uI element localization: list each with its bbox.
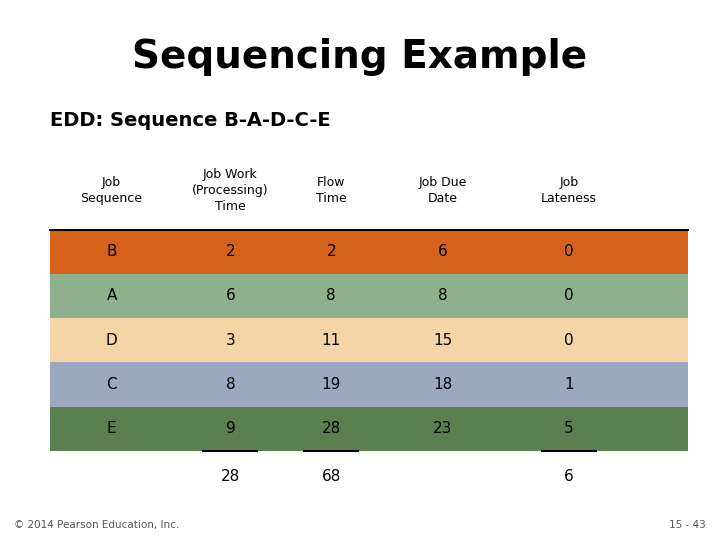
Text: Sequencing Example: Sequencing Example xyxy=(132,38,588,76)
Text: 28: 28 xyxy=(221,469,240,484)
Bar xyxy=(50,230,688,274)
Text: 28: 28 xyxy=(322,421,341,436)
Text: 23: 23 xyxy=(433,421,452,436)
Bar xyxy=(50,362,688,407)
Text: C: C xyxy=(107,377,117,392)
Text: Job
Sequence: Job Sequence xyxy=(81,176,143,205)
Text: EDD: Sequence B-A-D-C-E: EDD: Sequence B-A-D-C-E xyxy=(50,111,331,130)
Text: E: E xyxy=(107,421,117,436)
Text: 8: 8 xyxy=(438,288,448,303)
Text: Flow
Time: Flow Time xyxy=(316,176,346,205)
Text: D: D xyxy=(106,333,117,348)
Text: 6: 6 xyxy=(438,244,448,259)
Text: 2: 2 xyxy=(225,244,235,259)
Text: 6: 6 xyxy=(225,288,235,303)
Text: 18: 18 xyxy=(433,377,452,392)
Text: 15 - 43: 15 - 43 xyxy=(669,520,706,530)
Text: 6: 6 xyxy=(564,469,574,484)
Text: 2: 2 xyxy=(326,244,336,259)
Text: 9: 9 xyxy=(225,421,235,436)
Text: 3: 3 xyxy=(225,333,235,348)
Text: 11: 11 xyxy=(322,333,341,348)
Text: Job Due
Date: Job Due Date xyxy=(418,176,467,205)
Text: © 2014 Pearson Education, Inc.: © 2014 Pearson Education, Inc. xyxy=(14,520,180,530)
Text: Job Work
(Processing)
Time: Job Work (Processing) Time xyxy=(192,168,269,213)
Text: 1: 1 xyxy=(564,377,574,392)
Text: A: A xyxy=(107,288,117,303)
Text: 8: 8 xyxy=(225,377,235,392)
Text: 0: 0 xyxy=(564,288,574,303)
Text: 5: 5 xyxy=(564,421,574,436)
Bar xyxy=(50,318,688,362)
Text: 19: 19 xyxy=(322,377,341,392)
Text: 8: 8 xyxy=(326,288,336,303)
Text: Job
Lateness: Job Lateness xyxy=(541,176,597,205)
Bar xyxy=(50,407,688,451)
Bar xyxy=(50,274,688,318)
Text: 68: 68 xyxy=(322,469,341,484)
Text: 0: 0 xyxy=(564,244,574,259)
Text: 0: 0 xyxy=(564,333,574,348)
Text: B: B xyxy=(107,244,117,259)
Text: 15: 15 xyxy=(433,333,452,348)
